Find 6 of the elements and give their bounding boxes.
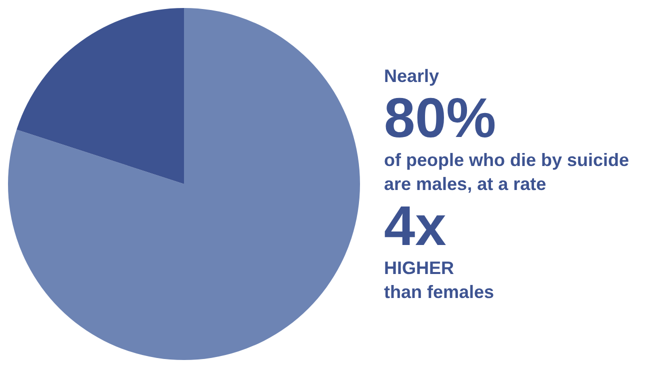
text: 4x [384,194,448,257]
text: of people who die by suicide are males, at a rate [384,149,630,196]
text: than females [384,281,496,304]
text: Nearly [384,65,440,88]
text: 80% [384,86,498,149]
text: HIGHER [384,257,456,280]
